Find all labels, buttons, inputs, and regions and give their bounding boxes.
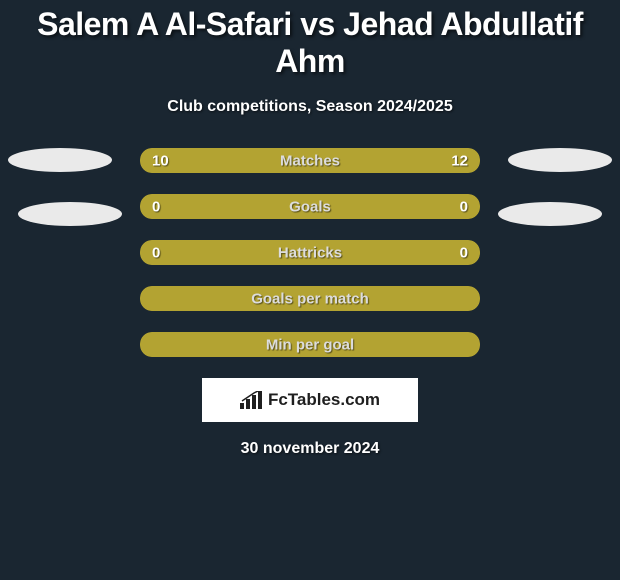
stat-bar-left-fill	[140, 194, 310, 219]
stat-label: Matches	[280, 152, 340, 169]
stat-row: Min per goal	[140, 332, 480, 357]
stat-value-left: 0	[152, 198, 160, 215]
avatar-right-primary	[508, 148, 612, 172]
stat-value-left: 0	[152, 244, 160, 261]
avatar-right-secondary	[498, 202, 602, 226]
brand-text: FcTables.com	[268, 390, 380, 410]
brand-badge: FcTables.com	[202, 378, 418, 422]
stat-label: Min per goal	[266, 336, 354, 353]
comparison-chart: Matches 10 12 Goals 0 0 Hattricks 0 0 Goals per m…	[0, 148, 620, 357]
brand-chart-icon	[240, 391, 262, 409]
stat-value-right: 0	[460, 244, 468, 261]
stat-bar-right-fill	[310, 194, 480, 219]
subtitle: Club competitions, Season 2024/2025	[0, 98, 620, 116]
stat-row: Hattricks 0 0	[140, 240, 480, 265]
stat-label: Goals	[289, 198, 331, 215]
date-label: 30 november 2024	[0, 440, 620, 458]
stat-value-right: 0	[460, 198, 468, 215]
stat-value-right: 12	[451, 152, 468, 169]
stat-row: Goals per match	[140, 286, 480, 311]
stat-label: Hattricks	[278, 244, 342, 261]
stat-label: Goals per match	[251, 290, 369, 307]
stat-value-left: 10	[152, 152, 169, 169]
page-title: Salem A Al-Safari vs Jehad Abdullatif Ah…	[0, 0, 620, 80]
avatar-left-secondary	[18, 202, 122, 226]
stat-row: Matches 10 12	[140, 148, 480, 173]
stat-rows: Matches 10 12 Goals 0 0 Hattricks 0 0 Goals per m…	[140, 148, 480, 357]
stat-row: Goals 0 0	[140, 194, 480, 219]
avatar-left-primary	[8, 148, 112, 172]
